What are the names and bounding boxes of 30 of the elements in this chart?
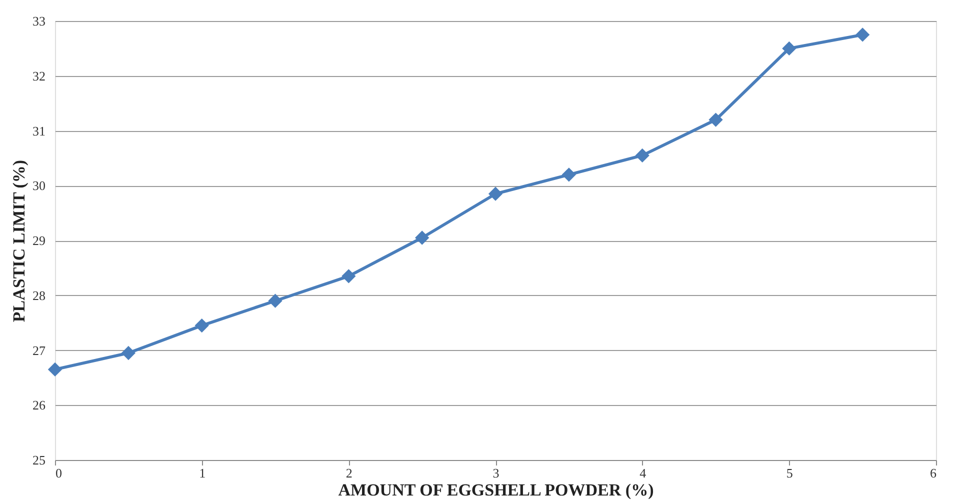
y-tick-label: 31 <box>32 123 46 138</box>
point <box>856 28 870 42</box>
point <box>268 294 282 308</box>
x-tick-label: 5 <box>786 466 793 480</box>
y-tick-label: 33 <box>32 14 46 28</box>
y-tick-label: 25 <box>32 452 46 468</box>
point <box>48 362 62 377</box>
point <box>121 346 136 360</box>
y-tick-label: 26 <box>32 398 46 413</box>
point <box>708 112 723 127</box>
x-tick-label: 6 <box>930 466 937 480</box>
x-tick-label: 2 <box>346 466 352 480</box>
point <box>488 186 503 201</box>
point <box>194 318 209 333</box>
x-tick-label: 0 <box>56 466 62 480</box>
y-tick-label: 30 <box>32 178 46 194</box>
y-tick-label: 27 <box>32 342 46 358</box>
point <box>342 269 356 284</box>
point <box>782 41 796 56</box>
y-axis-title: PLASTIC LIMIT (%) <box>10 160 28 322</box>
point <box>415 230 430 245</box>
point <box>635 148 650 163</box>
x-tick-label: 3 <box>492 466 500 480</box>
x-tick-label: 4 <box>640 466 647 480</box>
x-tick-label: 1 <box>199 466 206 480</box>
y-tick-label: 32 <box>32 68 46 84</box>
y-tick-label: 29 <box>32 233 46 248</box>
x-axis-title: AMOUNT OF EGGSHELL POWDER (%) <box>338 480 654 500</box>
point <box>562 168 576 182</box>
y-tick-label: 28 <box>32 288 46 303</box>
